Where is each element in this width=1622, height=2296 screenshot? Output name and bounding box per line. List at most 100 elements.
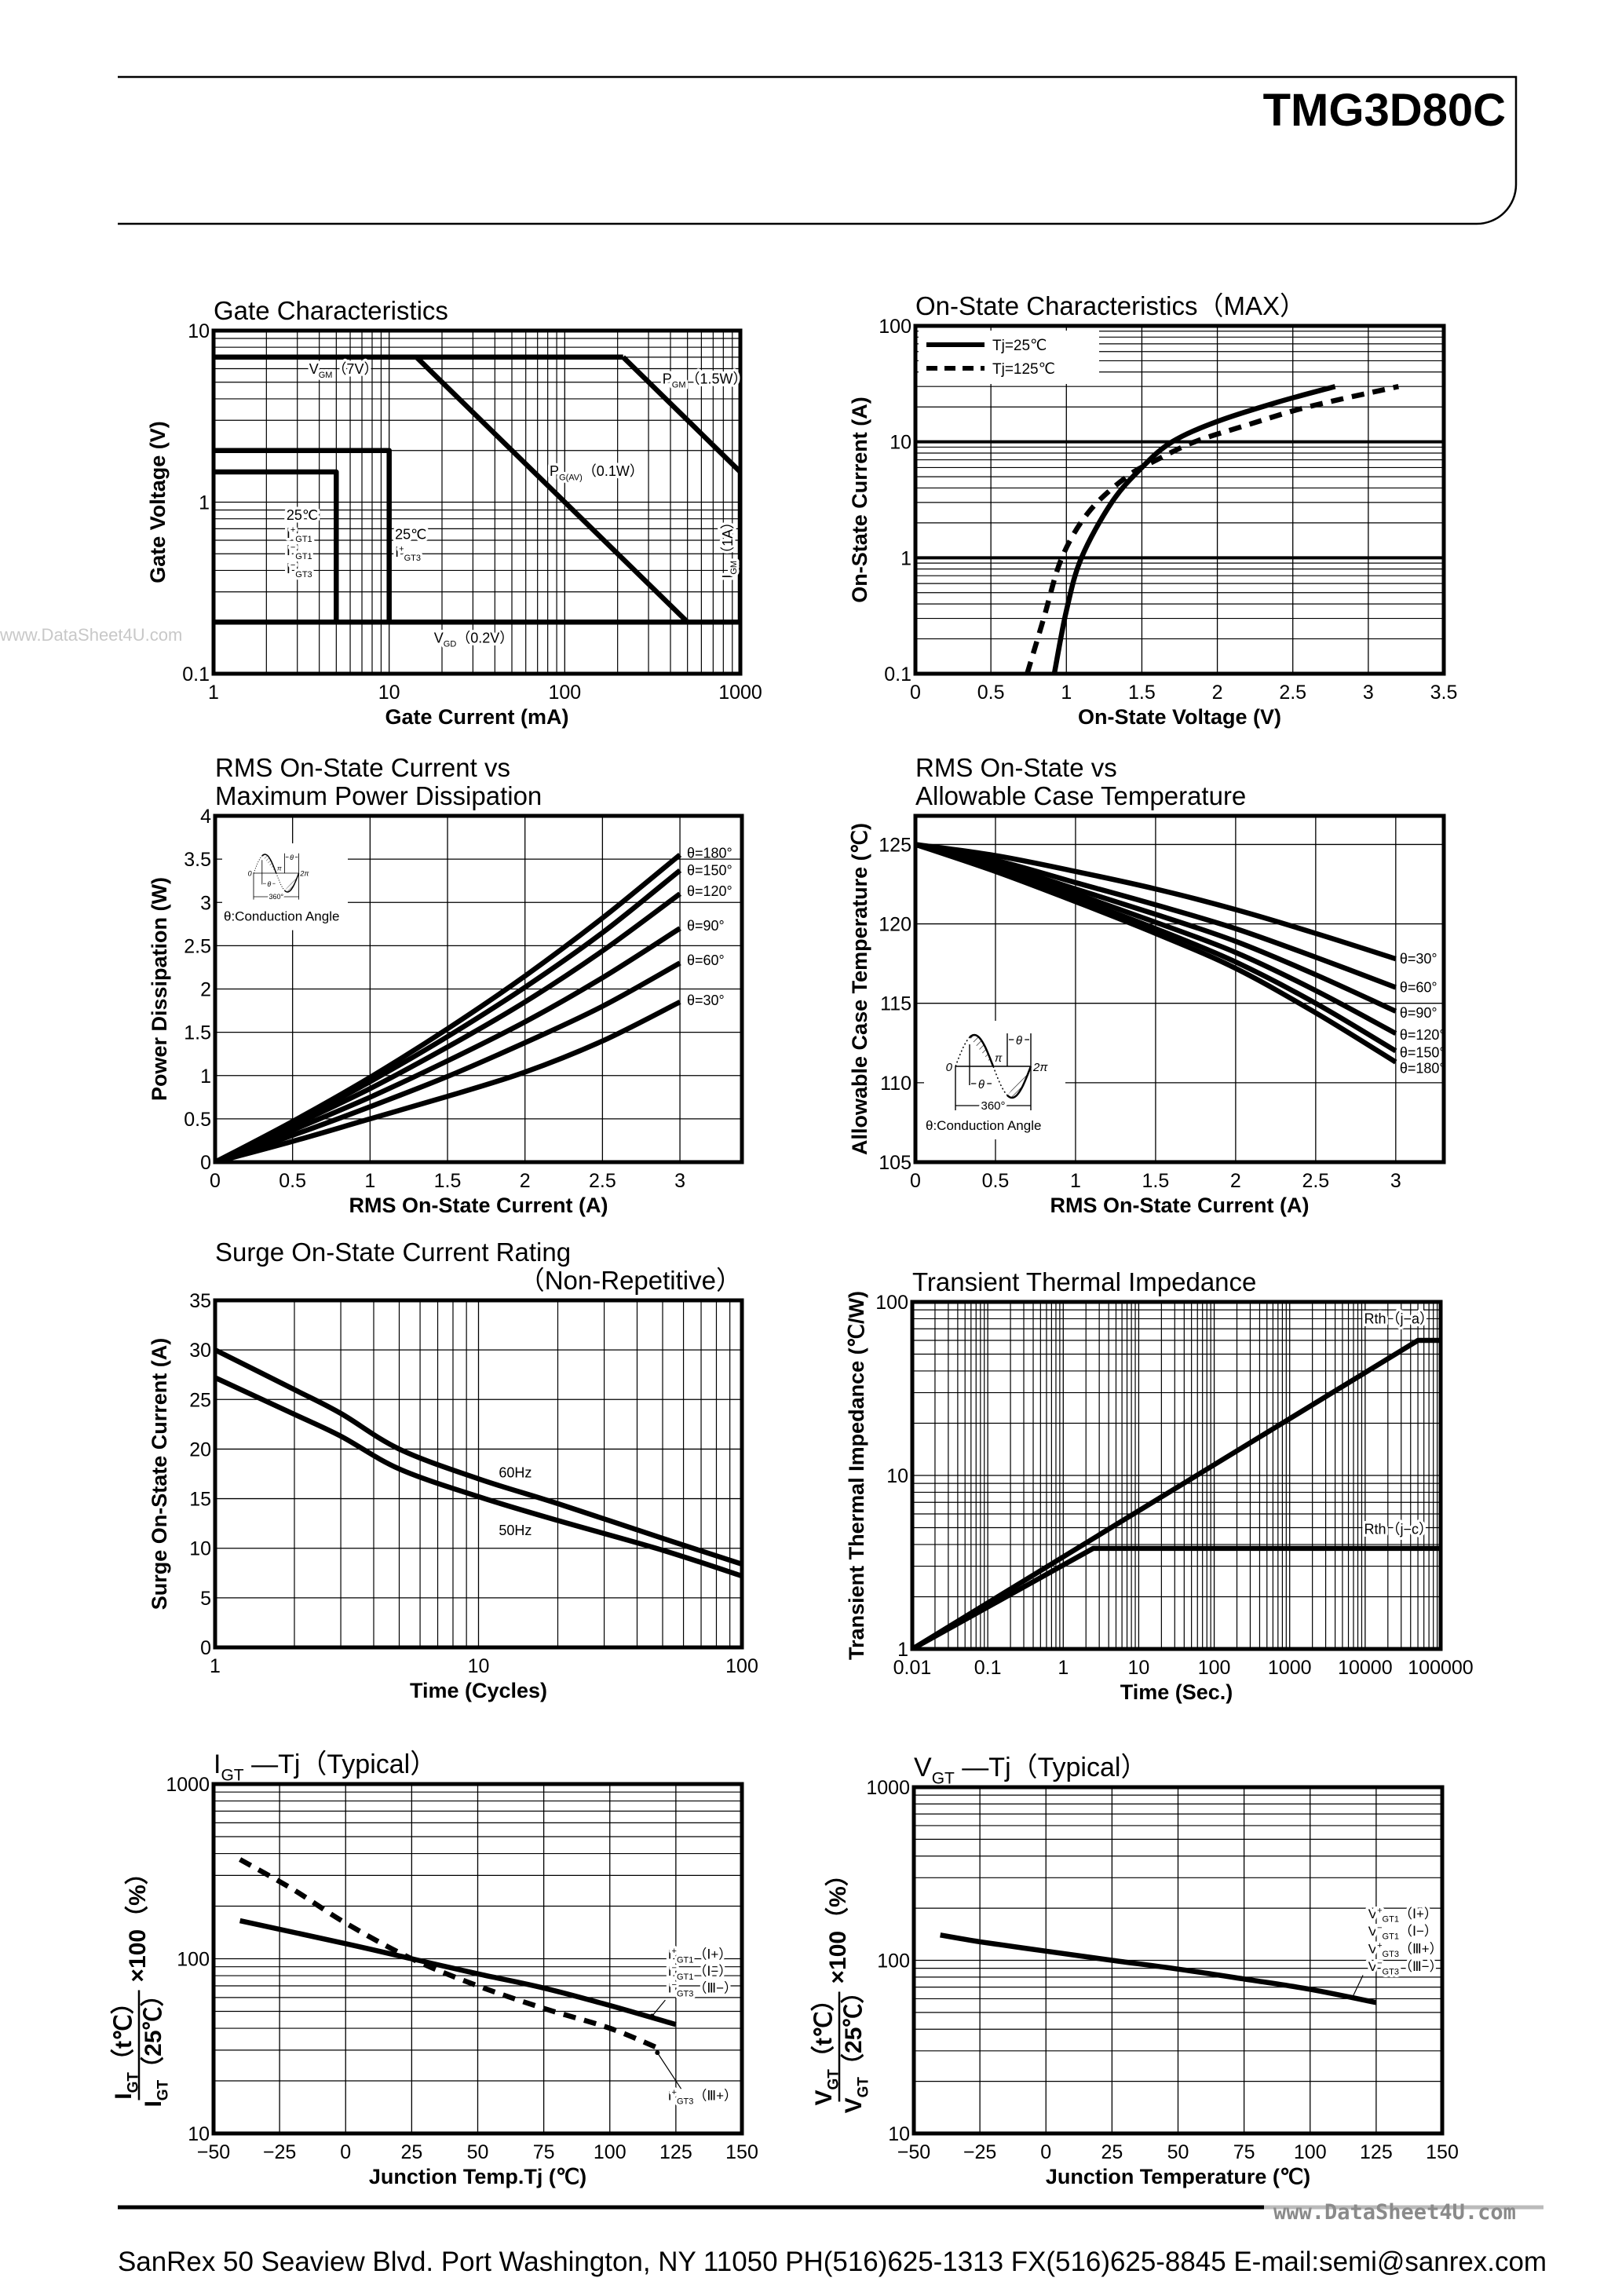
x-tick-label: 0.01 [893,1657,932,1679]
series-line [915,842,1397,990]
subscript: GT1 [295,552,312,561]
series-line [215,1375,742,1579]
x-tick-label: 100 [1198,1657,1231,1679]
series-line [940,1932,1377,2005]
pointer-line [652,1999,666,2016]
y-axis-label: Surge On-State Current (A) [148,1338,171,1610]
x-axis-label: Junction Temperature (℃) [1046,2165,1310,2188]
sine-dotted [955,1036,970,1067]
subscript: GT [932,1770,955,1788]
grid [915,326,1444,674]
x-tick-label: 1 [1058,1657,1069,1679]
sine-solid [969,1033,1032,1099]
y-tick-label: 2.5 [184,935,211,957]
conduction-angle-caption: θ:Conduction Angle [224,909,339,924]
annotation-label: IGM（1A） [720,515,739,579]
conduction-angle-diagram: 0 π 2π θ θ 360° [946,1032,1049,1116]
pointer-line [1352,1975,1364,1998]
diagram-label-theta: θ [290,854,294,861]
label-text: 25℃ [395,526,426,542]
series-line [215,891,682,1162]
x-tick-label: 0 [210,1170,221,1192]
series-label: θ=180° [687,845,732,861]
y-label-suffix: ×100（%） [124,1861,151,1982]
series-label: θ=30° [1400,951,1438,967]
subscript: GT3 [677,2097,693,2106]
x-tick-label: −25 [263,2141,296,2163]
label-text: （Ⅰ+） [1399,1907,1438,1921]
label-text: （t℃） [810,1987,837,2069]
y-tick-label: 100 [879,316,911,338]
subscript: GD [444,639,457,649]
y-tick-label: 4 [200,806,211,828]
label-text: （0.2V） [456,630,513,645]
y-tick-label: 100 [875,1292,908,1314]
x-tick-label: 75 [533,2141,555,2163]
x-tick-label: 0.5 [279,1170,306,1192]
subscript: GT [855,2077,871,2098]
legend-background [919,331,1099,384]
x-tick-label: 10 [1128,1657,1150,1679]
annotation-label: V+GT1（Ⅰ+） [1368,1906,1438,1924]
x-tick-label: 0.1 [974,1657,1002,1679]
series-line [239,1918,677,2027]
x-tick-label: 0.5 [982,1170,1010,1192]
annotation-label: V−GT3（Ⅲ−） [1368,1958,1443,1976]
x-axis-label: Junction Temp.Tj (℃) [369,2165,586,2188]
subscript: GT1 [295,535,312,544]
x-axis-label: Time (Sec.) [1120,1680,1233,1704]
sine-dotted [276,872,285,891]
legend: Tj=25℃ Tj=125℃ [919,331,1099,384]
annotation-label: 25℃ [395,526,426,542]
subscript: GT3 [677,1989,693,1998]
subscript: GT1 [1383,1915,1399,1925]
superscript: + [399,544,404,554]
superscript: − [290,543,295,552]
plot-frame [913,324,1446,676]
sine-solid [261,854,300,893]
y-tick-label: 105 [879,1152,911,1174]
pointer-arrowhead [655,2050,660,2056]
y-tick-label: 2 [200,979,211,1001]
y-tick-label: 1 [897,1639,908,1661]
chart-title-line2: Maximum Power Dissipation [215,781,542,810]
superscript: − [1377,1924,1382,1933]
label-text: V [434,630,444,645]
plot-frame [911,1785,1445,2136]
series-line [1025,384,1400,674]
x-tick-label: 1 [1070,1170,1081,1192]
diagram-label-zero: 0 [248,870,252,878]
x-tick-label: 3 [1363,682,1374,704]
sine-dotted [992,1066,1008,1096]
series-line [912,1545,1441,1649]
chart-5: 1 10 100 0 5 10 15 20 25 30 35 Surge On-State Curre… [148,1238,758,1702]
series-line [915,842,1397,1036]
annotation-label: I−GT1（Ⅰ−） [668,1964,732,1982]
pointer-line [656,2052,682,2089]
annotation-label: I−GT3 [287,561,312,579]
diagram-label-two-pi: 2π [299,870,309,878]
y-tick-label: 10 [890,432,911,454]
x-tick-label: 3.5 [1430,682,1458,704]
y-axis-label: Allowable Case Temperature (℃) [848,823,871,1155]
label-text: （1.5W） [686,371,747,387]
y-tick-label: 1 [901,547,911,569]
diagram-label-pi: π [995,1051,1003,1064]
y-tick-label: 115 [880,993,911,1015]
series-label: θ=60° [687,952,725,968]
y-label-denominator: VGT（25℃） [840,1980,871,2114]
label-text: V [1368,1907,1378,1921]
series-group [215,853,682,1162]
y-axis-label: IGT（t℃）IGT（25℃）×100（%） [110,1861,171,2107]
y-tick-label: 10 [188,2123,210,2145]
label-text: （Ⅰ+） [693,1947,732,1962]
y-tick-label: 0.1 [884,664,911,686]
y-label-numerator: VGT（t℃） [810,1987,842,2105]
y-tick-label: 1.5 [184,1022,211,1044]
x-axis-label: RMS On-State Current (A) [349,1194,608,1217]
sine-dotted [253,855,263,874]
x-tick-label: 150 [1426,2141,1459,2163]
inset-background [924,1021,1065,1139]
x-tick-label: 125 [1360,2141,1393,2163]
